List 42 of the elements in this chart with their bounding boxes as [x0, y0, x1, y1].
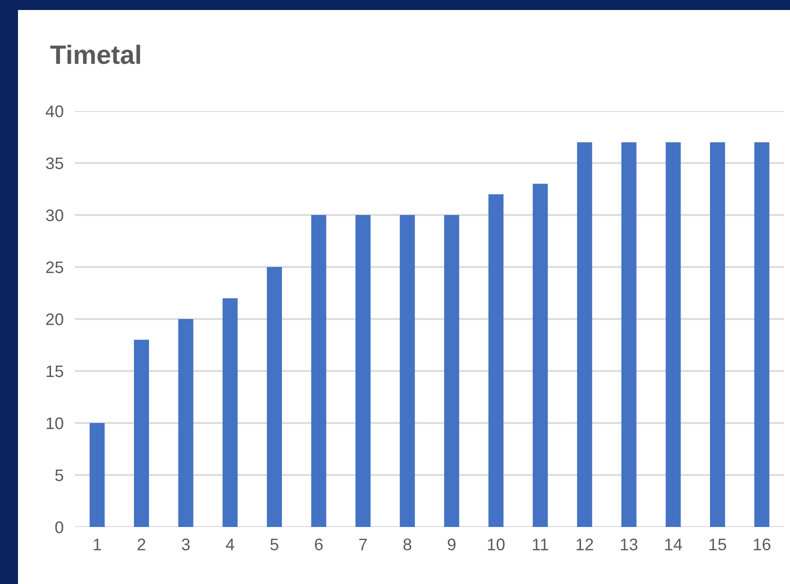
y-tick-label: 25	[46, 261, 64, 274]
bar	[621, 142, 636, 527]
x-tick-label: 15	[710, 538, 726, 550]
bar	[178, 319, 194, 527]
bar	[134, 340, 149, 527]
bar	[577, 142, 592, 527]
x-tick-label: 2	[138, 538, 146, 550]
y-tick-label: 0	[55, 521, 64, 534]
x-tick-label: 9	[448, 538, 456, 550]
x-tick-label: 8	[403, 538, 412, 550]
x-tick-label: 16	[754, 538, 770, 550]
bar	[666, 142, 681, 527]
x-tick-label: 12	[576, 538, 594, 550]
y-tick-label: 20	[46, 313, 64, 326]
x-tick-label: 1	[94, 538, 101, 550]
x-tick-label: 13	[620, 538, 638, 550]
x-tick-label: 6	[314, 538, 323, 550]
y-tick-label: 10	[46, 417, 64, 430]
x-tick-label: 7	[359, 538, 367, 550]
bar	[532, 184, 548, 527]
y-tick-label: 35	[46, 157, 64, 170]
y-tick-label: 30	[46, 209, 64, 222]
bar	[444, 215, 460, 527]
x-tick-label: 4	[226, 538, 234, 550]
bar	[400, 215, 415, 527]
bar	[754, 142, 770, 527]
bar	[266, 267, 282, 527]
chart-title: Timetal	[50, 44, 140, 64]
y-tick-label: 40	[46, 105, 64, 118]
bar	[356, 215, 371, 527]
x-tick-label: 14	[665, 538, 682, 550]
bar	[488, 194, 504, 527]
x-tick-label: 10	[488, 538, 505, 550]
y-tick-label: 15	[46, 366, 64, 378]
bar	[710, 142, 726, 527]
x-tick-label: 3	[182, 538, 190, 550]
bar	[222, 298, 238, 527]
x-tick-label: 5	[270, 538, 278, 550]
y-tick-label: 5	[55, 470, 64, 482]
bar	[311, 215, 326, 527]
bar	[90, 423, 105, 527]
x-tick-label: 11	[532, 538, 548, 550]
